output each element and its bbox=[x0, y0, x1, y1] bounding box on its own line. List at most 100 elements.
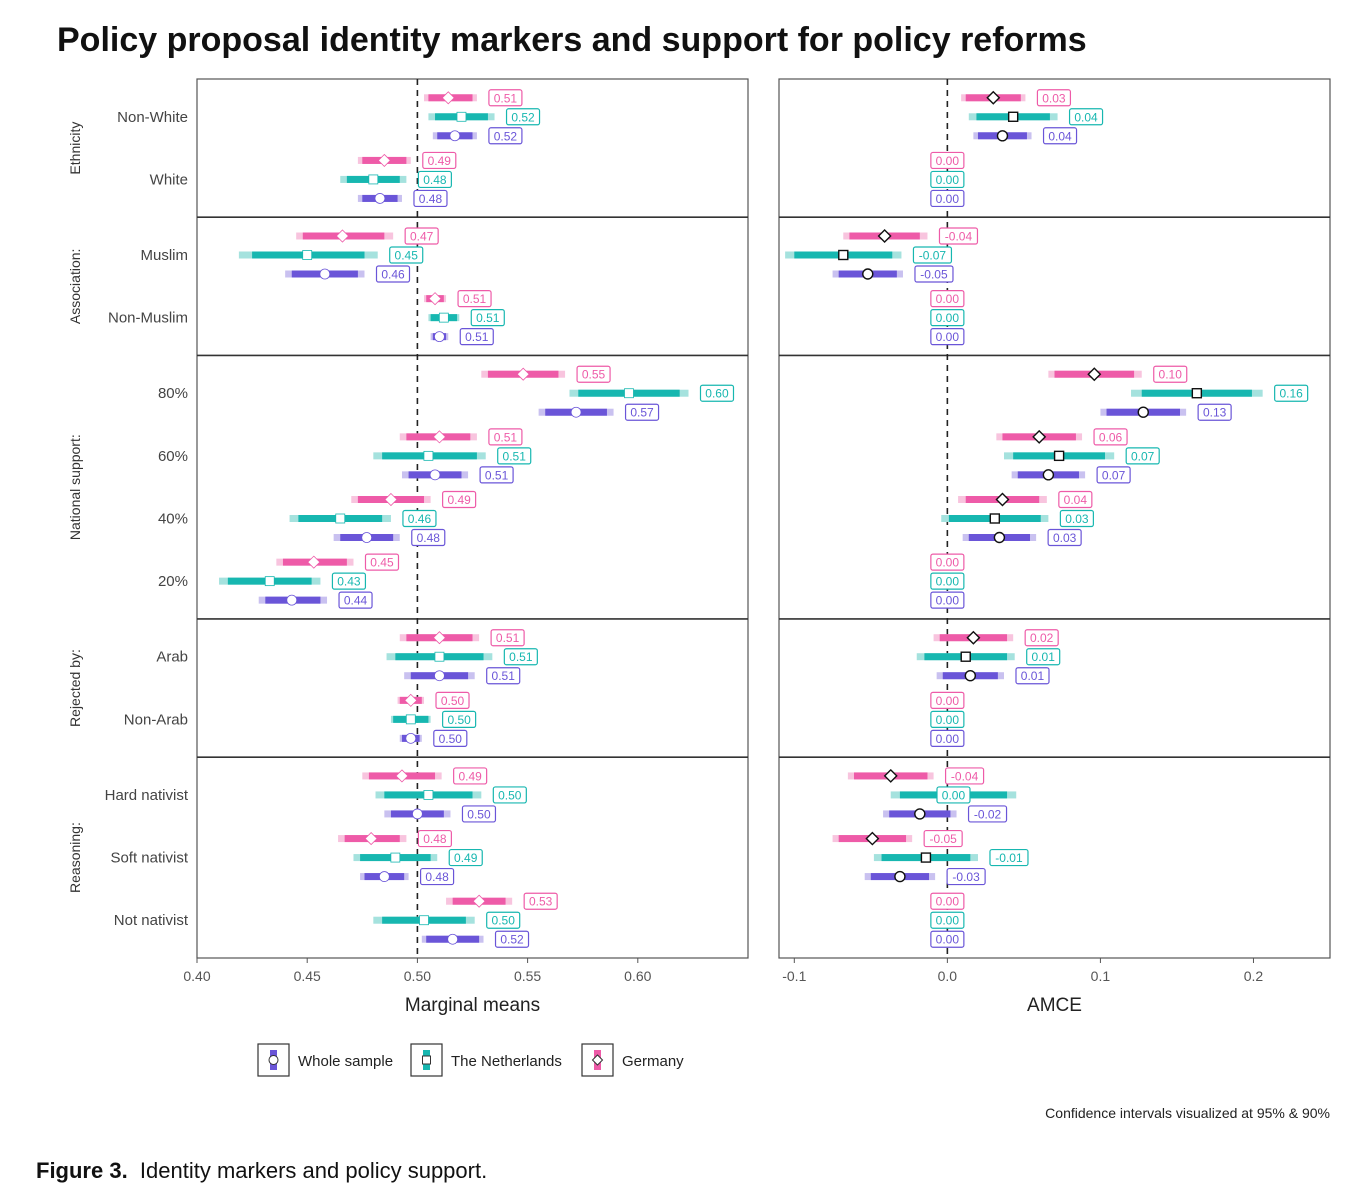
value-label: 0.51 bbox=[485, 468, 509, 482]
estimate-point-circle bbox=[411, 808, 423, 820]
value-label-box bbox=[404, 227, 439, 245]
estimate-non-muslim-whole-sample: 0.51 bbox=[430, 328, 494, 346]
value-label-box bbox=[417, 829, 452, 848]
estimate-point-circle bbox=[374, 193, 386, 204]
category-label-non-white: Non-White bbox=[117, 109, 188, 126]
value-label: 0.51 bbox=[503, 449, 527, 463]
legend-item-the-netherlands: The Netherlands bbox=[410, 1043, 562, 1077]
value-label: 0.03 bbox=[1065, 512, 1089, 526]
estimate-point-circle bbox=[1042, 469, 1055, 481]
estimate-40-germany: 0.04 bbox=[958, 490, 1093, 509]
value-label: 0.00 bbox=[936, 914, 960, 928]
estimate-soft-nativist-germany: -0.05 bbox=[832, 829, 963, 848]
value-label: 0.55 bbox=[582, 368, 606, 382]
value-label-box bbox=[930, 290, 965, 308]
value-label-box bbox=[624, 403, 660, 421]
estimate-20-germany: 0.45 bbox=[276, 553, 400, 571]
value-label-box bbox=[1059, 509, 1094, 528]
value-label: 0.57 bbox=[630, 406, 654, 420]
value-label-box bbox=[930, 710, 965, 728]
estimate-point-square bbox=[302, 250, 313, 260]
value-label: 0.03 bbox=[1053, 531, 1077, 545]
estimate-non-arab-germany: 0.50 bbox=[397, 691, 470, 709]
value-label-box bbox=[930, 151, 965, 170]
value-label: 0.04 bbox=[1064, 493, 1088, 507]
estimate-60-whole-sample: 0.51 bbox=[401, 466, 514, 484]
estimate-point-diamond bbox=[335, 229, 350, 243]
estimate-soft-nativist-whole-sample: 0.48 bbox=[360, 867, 455, 886]
estimate-40-germany: 0.49 bbox=[351, 490, 477, 509]
estimate-point-diamond bbox=[516, 367, 530, 381]
estimate-60-germany: 0.51 bbox=[399, 428, 523, 446]
estimate-point-diamond bbox=[1087, 367, 1102, 382]
estimate-non-white-germany: 0.03 bbox=[961, 89, 1072, 107]
estimate-40-the-netherlands: 0.03 bbox=[941, 509, 1094, 528]
value-label: 0.46 bbox=[381, 267, 405, 281]
value-label-box bbox=[461, 805, 497, 823]
value-label: 0.00 bbox=[936, 192, 960, 206]
group-label-national-support: National support: bbox=[67, 434, 83, 540]
value-label: 0.00 bbox=[936, 594, 960, 608]
value-label-box bbox=[486, 911, 521, 929]
value-label: 0.10 bbox=[1159, 368, 1183, 382]
estimate-not-nativist-whole-sample: 0.00 bbox=[930, 930, 965, 948]
figure-label: Figure 3. bbox=[36, 1158, 128, 1183]
legend-key-frame bbox=[410, 1043, 443, 1077]
estimate-point-circle bbox=[429, 469, 441, 481]
estimate-point-diamond bbox=[883, 768, 898, 783]
estimate-60-germany: 0.06 bbox=[996, 428, 1128, 446]
value-label: 0.51 bbox=[476, 311, 500, 325]
estimate-muslim-germany: 0.47 bbox=[296, 227, 439, 245]
value-label-box bbox=[1197, 403, 1232, 421]
x-tick-label: 0.40 bbox=[183, 968, 210, 984]
category-label-soft-nativist: Soft nativist bbox=[110, 850, 188, 867]
value-label: 0.43 bbox=[337, 575, 361, 589]
estimate-point-circle bbox=[434, 331, 445, 343]
estimate-point-diamond bbox=[377, 153, 391, 167]
legend-key-square bbox=[422, 1055, 431, 1065]
value-label-box bbox=[946, 867, 986, 886]
panel-frame bbox=[778, 78, 1331, 959]
estimate-point-square bbox=[405, 714, 416, 725]
estimate-80-the-netherlands: 0.60 bbox=[569, 384, 735, 402]
estimate-muslim-the-netherlands: 0.45 bbox=[238, 246, 424, 264]
estimate-point-circle bbox=[449, 130, 461, 142]
value-label-box bbox=[1125, 447, 1160, 465]
value-label: 0.51 bbox=[494, 430, 518, 444]
estimate-arab-whole-sample: 0.01 bbox=[936, 667, 1050, 685]
estimate-soft-nativist-the-netherlands: 0.49 bbox=[353, 848, 483, 867]
estimate-white-whole-sample: 0.00 bbox=[930, 189, 965, 208]
group-label-reasoning: Reasoning: bbox=[67, 822, 83, 893]
estimate-hard-nativist-whole-sample: -0.02 bbox=[883, 805, 1008, 823]
estimate-white-the-netherlands: 0.48 bbox=[340, 170, 452, 189]
x-axis-title: Marginal means bbox=[405, 995, 540, 1016]
value-label-box bbox=[402, 509, 437, 528]
estimate-non-white-the-netherlands: 0.52 bbox=[428, 108, 541, 126]
estimate-20-germany: 0.00 bbox=[930, 553, 965, 571]
value-label: 0.51 bbox=[496, 631, 520, 645]
value-label: 0.03 bbox=[1042, 91, 1066, 105]
value-label: 0.51 bbox=[463, 292, 487, 306]
value-label-box bbox=[938, 227, 979, 245]
value-label-box bbox=[1093, 428, 1128, 446]
value-label: 0.48 bbox=[425, 870, 449, 884]
estimate-non-muslim-germany: 0.51 bbox=[424, 290, 492, 308]
legend-item-germany: Germany bbox=[581, 1043, 684, 1077]
estimate-point-diamond bbox=[404, 693, 418, 707]
value-label-box bbox=[505, 108, 541, 126]
estimate-point-diamond bbox=[307, 555, 321, 569]
estimate-point-square bbox=[624, 388, 634, 399]
group-label-rejected-by: Rejected by: bbox=[67, 649, 83, 727]
x-tick-label: 0.60 bbox=[624, 968, 651, 984]
value-label: 0.51 bbox=[509, 650, 533, 664]
category-label-20: 20% bbox=[158, 573, 188, 590]
legend-label: The Netherlands bbox=[451, 1053, 562, 1070]
estimate-non-muslim-germany: 0.00 bbox=[930, 290, 965, 308]
panel-frame bbox=[196, 78, 749, 959]
value-label: 0.50 bbox=[492, 914, 516, 928]
estimate-non-white-germany: 0.51 bbox=[424, 89, 523, 107]
estimate-point-diamond bbox=[966, 630, 981, 645]
value-label: 0.13 bbox=[1203, 406, 1227, 420]
estimate-point-square bbox=[1191, 388, 1203, 399]
value-label-box bbox=[1096, 466, 1131, 484]
